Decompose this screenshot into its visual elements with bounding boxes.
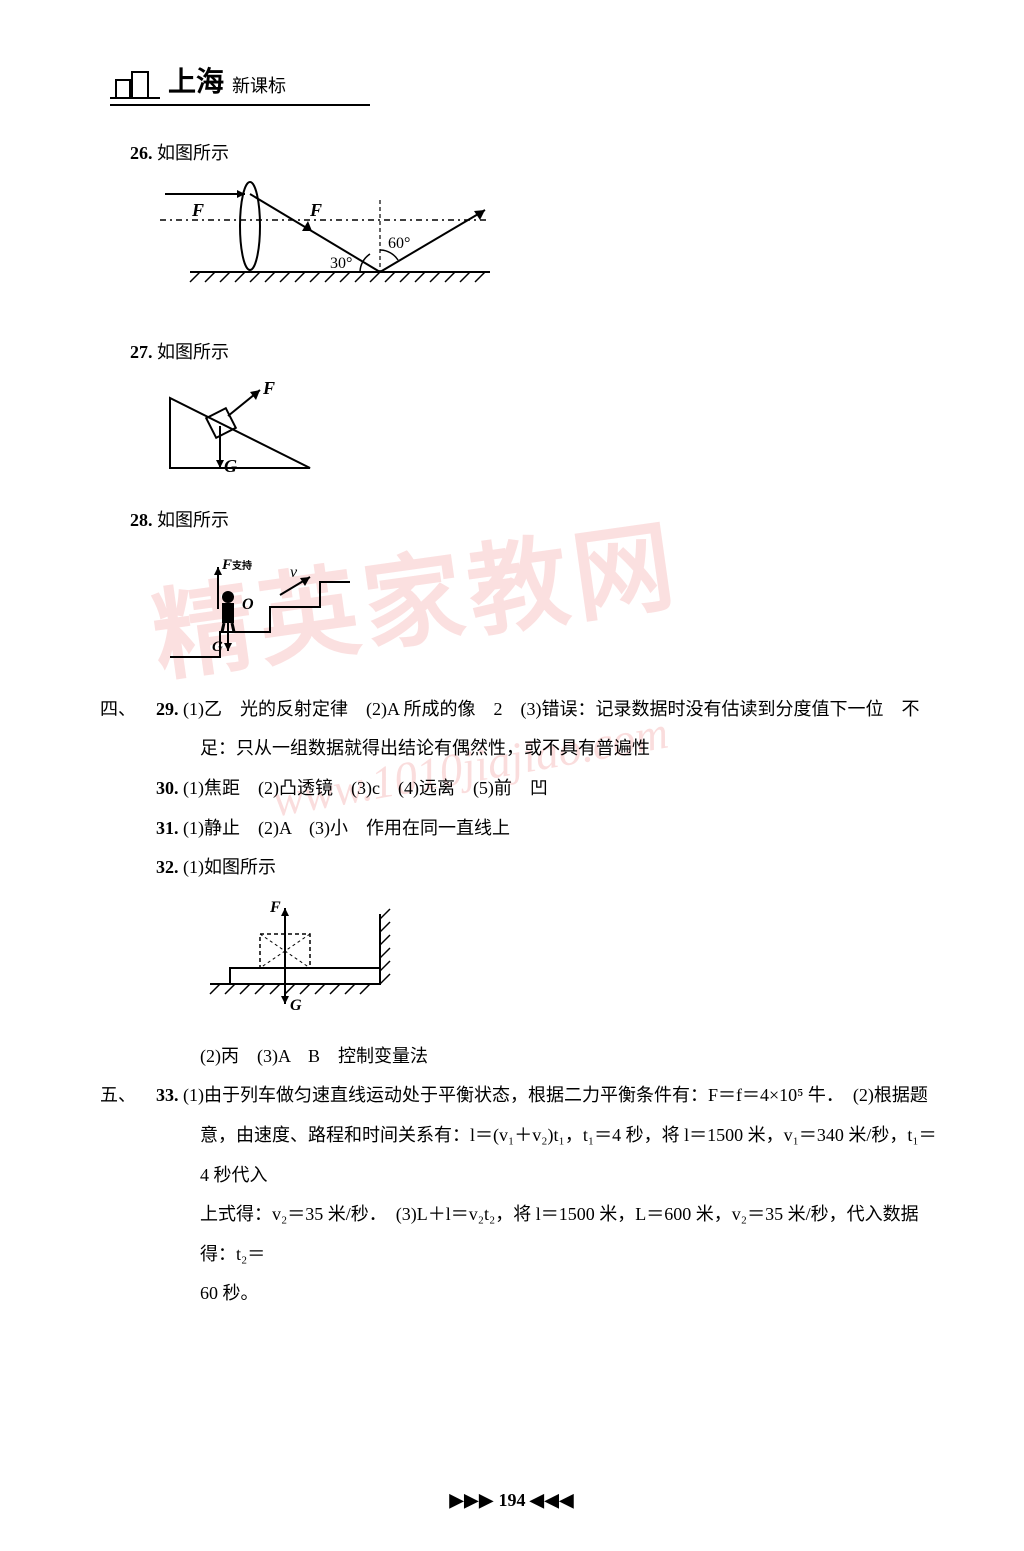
q33-text4: 60 秒。 — [200, 1283, 259, 1303]
q33-num: 33. — [156, 1085, 179, 1105]
svg-text:60°: 60° — [388, 235, 410, 252]
footer-arrow-left: ▶▶▶ — [449, 1490, 494, 1510]
q31-text: (1)静止 (2)A (3)小 作用在同一直线上 — [183, 818, 510, 838]
svg-text:F支持: F支持 — [221, 557, 252, 573]
q30-text: (1)焦距 (2)凸透镜 (3)c (4)远离 (5)前 凹 — [183, 778, 548, 798]
svg-text:30°: 30° — [330, 255, 352, 272]
q33-line1: 五、33. (1)由于列车做匀速直线运动处于平衡状态，根据二力平衡条件有：F＝f… — [100, 1076, 944, 1116]
q28-diagram: F支持 O v G — [160, 547, 944, 672]
q26-line: 26. 如图所示 — [130, 134, 944, 174]
q29-num: 29. — [156, 699, 179, 719]
svg-text:F: F — [191, 200, 204, 220]
q32-line-b: (2)丙 (3)A B 控制变量法 — [200, 1037, 944, 1077]
q33-text2: 意，由速度、路程和时间关系有：l＝(v₁＋v₂)t₁，t₁＝4 秒，将 l＝15… — [200, 1125, 937, 1185]
svg-text:v: v — [290, 564, 298, 581]
q29-line-a: 四、29. (1)乙 光的反射定律 (2)A 所成的像 2 (3)错误：记录数据… — [100, 690, 944, 730]
q33-line3: 上式得：v₂＝35 米/秒． (3)L＋l＝v₂t₂，将 l＝1500 米，L＝… — [200, 1195, 944, 1274]
q33-line2: 意，由速度、路程和时间关系有：l＝(v₁＋v₂)t₁，t₁＝4 秒，将 l＝15… — [200, 1116, 944, 1195]
q29-text-a: (1)乙 光的反射定律 (2)A 所成的像 2 (3)错误：记录数据时没有估读到… — [183, 699, 919, 719]
q32-line-a: 32. (1)如图所示 — [156, 848, 944, 888]
q32-diagram: F G — [200, 894, 944, 1019]
q33-line4: 60 秒。 — [200, 1274, 944, 1314]
q28-label: 如图所示 — [157, 510, 229, 530]
page-header: 上海 新课标 — [110, 60, 370, 106]
q27-line: 27. 如图所示 — [130, 333, 944, 373]
q33-text1: (1)由于列车做匀速直线运动处于平衡状态，根据二力平衡条件有：F＝f＝4×10⁵… — [183, 1085, 928, 1105]
q26-diagram: F F — [160, 180, 944, 315]
svg-text:F: F — [262, 378, 275, 398]
q30-line: 30. (1)焦距 (2)凸透镜 (3)c (4)远离 (5)前 凹 — [156, 769, 944, 809]
q26-num: 26. — [130, 143, 153, 163]
section4-label: 四、 — [100, 690, 156, 730]
q33-text3: 上式得：v₂＝35 米/秒． (3)L＋l＝v₂t₂，将 l＝1500 米，L＝… — [200, 1204, 919, 1264]
page-number: 194 — [499, 1490, 526, 1510]
logo-icon — [110, 64, 160, 100]
header-title-sub: 新课标 — [232, 72, 286, 100]
footer-arrow-right: ◀◀◀ — [530, 1490, 575, 1510]
q27-label: 如图所示 — [157, 342, 229, 362]
q31-line: 31. (1)静止 (2)A (3)小 作用在同一直线上 — [156, 809, 944, 849]
q28-num: 28. — [130, 510, 153, 530]
q32-text-a: (1)如图所示 — [183, 857, 276, 877]
svg-text:F: F — [309, 200, 322, 220]
svg-text:G: G — [290, 997, 302, 1014]
q29-text-b: 足：只从一组数据就得出结论有偶然性，或不具有普遍性 — [200, 738, 650, 758]
header-title-main: 上海 — [168, 60, 224, 100]
q27-num: 27. — [130, 342, 153, 362]
q28-line: 28. 如图所示 — [130, 501, 944, 541]
page-footer: ▶▶▶ 194 ◀◀◀ — [0, 1490, 1024, 1511]
svg-text:O: O — [242, 596, 254, 613]
q29-line-b: 足：只从一组数据就得出结论有偶然性，或不具有普遍性 — [200, 729, 944, 769]
q30-num: 30. — [156, 778, 179, 798]
svg-text:F: F — [269, 899, 281, 916]
svg-text:G: G — [212, 639, 223, 655]
q32-num: 32. — [156, 857, 179, 877]
q31-num: 31. — [156, 818, 179, 838]
q32-text-b: (2)丙 (3)A B 控制变量法 — [200, 1046, 428, 1066]
q26-label: 如图所示 — [157, 143, 229, 163]
q27-diagram: F G — [160, 378, 944, 483]
section5-label: 五、 — [100, 1076, 156, 1116]
svg-text:G: G — [224, 456, 237, 476]
